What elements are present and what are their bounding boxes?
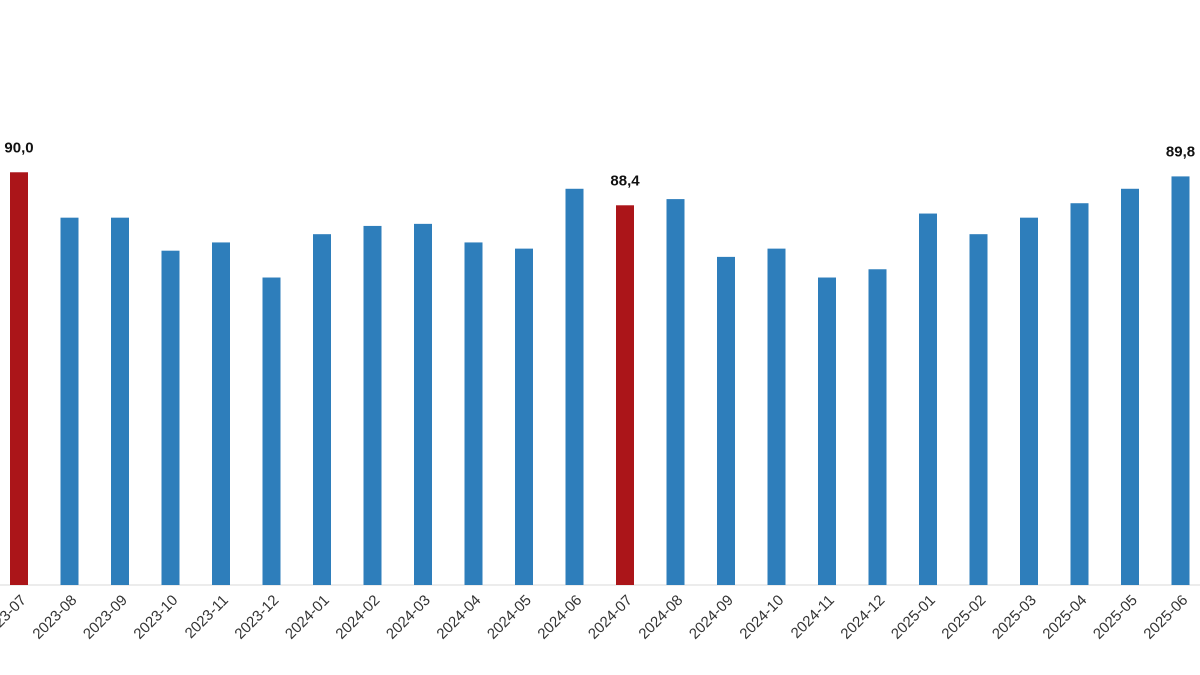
x-tick-label: 2024-07 — [585, 592, 636, 643]
x-tick-label: 2025-01 — [888, 592, 939, 643]
x-tick-label: 2024-06 — [534, 592, 585, 643]
bar — [868, 269, 887, 585]
x-tick-label: 2024-04 — [433, 592, 484, 643]
x-tick-label: 2025-05 — [1090, 592, 1141, 643]
bar — [616, 205, 634, 586]
bar — [717, 256, 735, 585]
x-tick-label: 2023-08 — [29, 592, 80, 643]
x-tick-label: 2024-01 — [282, 592, 333, 643]
bar — [1121, 188, 1139, 586]
x-tick-label: 2024-08 — [635, 592, 686, 643]
bar — [10, 172, 28, 586]
x-tick-label: 2024-02 — [332, 592, 383, 643]
bar — [161, 250, 180, 585]
x-tick-label: 2023-11 — [182, 592, 232, 642]
bar — [666, 199, 685, 585]
data-label: 89,8 — [1166, 143, 1195, 160]
x-tick-label: 2025-06 — [1140, 592, 1191, 643]
x-tick-label: 2023-09 — [80, 592, 131, 643]
bar — [212, 242, 230, 585]
x-tick-label: 2025-04 — [1039, 592, 1090, 643]
x-tick-label: 2024-09 — [686, 592, 737, 643]
x-tick-label: 2024-03 — [383, 592, 434, 643]
data-label: 90,0 — [4, 139, 33, 156]
x-tick-label: 2024-10 — [736, 592, 787, 643]
bar — [767, 248, 786, 586]
x-tick-label: 2023-07 — [0, 592, 30, 643]
x-tick-label: 2024-11 — [788, 592, 838, 642]
bar — [1171, 176, 1190, 585]
x-tick-label: 2025-02 — [938, 592, 989, 643]
bar — [262, 277, 281, 585]
bar — [414, 223, 432, 585]
x-tick-label: 2025-03 — [989, 592, 1040, 643]
bar — [363, 225, 382, 585]
x-tick-label: 2024-12 — [837, 592, 888, 643]
bar — [515, 248, 533, 586]
bar — [60, 217, 79, 585]
bar — [919, 213, 937, 585]
data-label: 88,4 — [610, 172, 640, 189]
bar — [1070, 203, 1089, 585]
bar — [818, 277, 836, 585]
bar — [565, 188, 584, 586]
x-tick-label: 2023-12 — [231, 592, 282, 643]
x-tick-label: 2024-05 — [484, 592, 535, 643]
x-tick-label: 2023-10 — [130, 592, 181, 643]
bar — [969, 234, 988, 585]
bar — [111, 217, 129, 585]
bar — [1020, 217, 1038, 585]
bar — [313, 234, 331, 585]
bar — [464, 242, 483, 585]
